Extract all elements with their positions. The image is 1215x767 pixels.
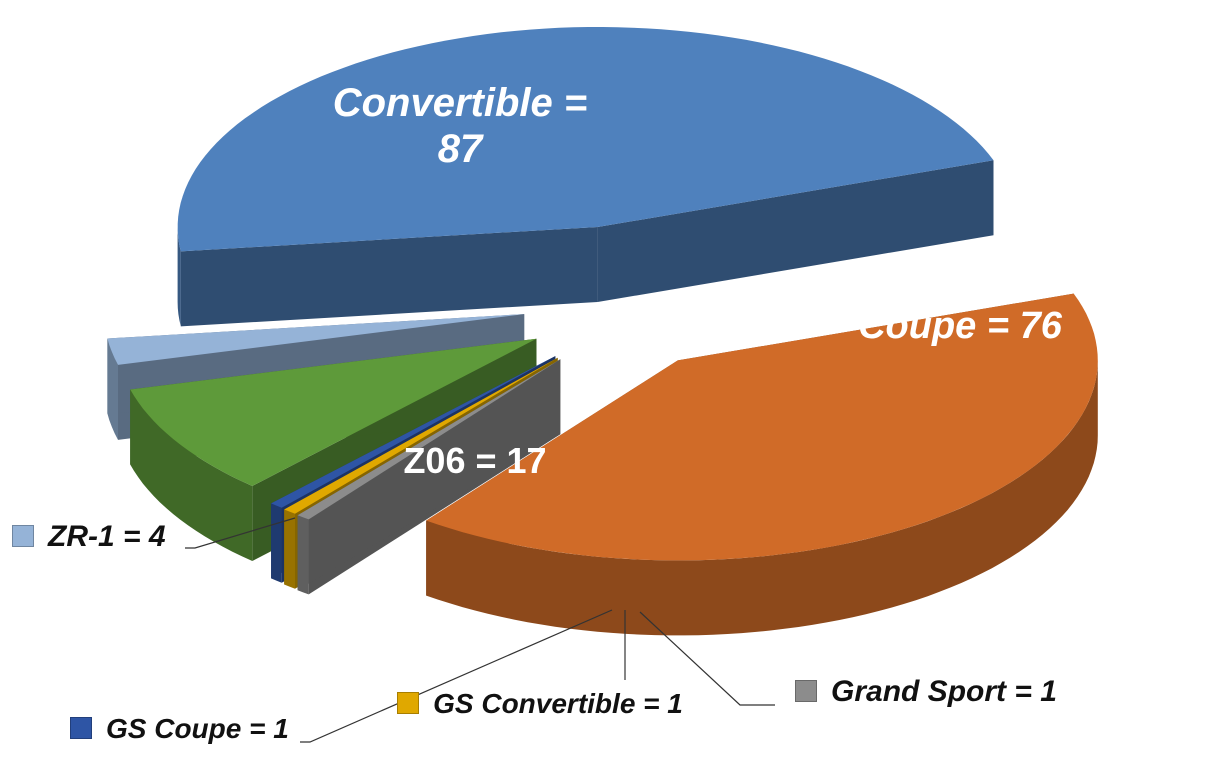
slice-side: [107, 338, 118, 440]
slice-face: [297, 359, 561, 591]
label-text: Coupe = 76: [858, 305, 1062, 347]
slice: [284, 357, 558, 514]
slice-label: ZR-1 = 4: [12, 520, 212, 555]
leader-line: [300, 609, 613, 743]
slice-side: [284, 509, 295, 589]
slice-label: GS Convertible = 1: [390, 688, 690, 720]
slice-side: [426, 360, 1098, 636]
label-text: Convertible = 87: [332, 81, 588, 171]
slice-label: GS Coupe = 1: [70, 713, 330, 745]
slice: [426, 293, 1098, 561]
slice: [177, 27, 994, 252]
legend-swatch: [795, 680, 817, 702]
slice-label: Grand Sport = 1: [795, 675, 1085, 710]
label-text: Z06 = 17: [403, 440, 547, 481]
label-text: GS Convertible = 1: [433, 688, 683, 719]
slice-side: [297, 515, 309, 595]
label-text: Grand Sport = 1: [831, 675, 1057, 708]
slice-label: Coupe = 76: [830, 305, 1090, 349]
slice-side: [177, 227, 181, 327]
label-text: GS Coupe = 1: [106, 713, 289, 744]
legend-swatch: [397, 692, 420, 714]
label-text: ZR-1 = 4: [48, 520, 166, 553]
slice-side: [130, 389, 253, 561]
slice-label: Z06 = 17: [360, 440, 590, 481]
slice-face: [180, 227, 598, 327]
legend-swatch: [70, 717, 92, 739]
slice-face: [597, 160, 994, 302]
leader-line: [185, 517, 296, 549]
slice: [130, 338, 537, 486]
slice: [271, 356, 556, 508]
slice-label: Convertible = 87: [330, 80, 590, 172]
legend-swatch: [12, 525, 34, 547]
leader-line: [639, 611, 775, 706]
slice-side: [271, 503, 282, 583]
slice: [107, 314, 525, 365]
slice: [297, 359, 561, 520]
